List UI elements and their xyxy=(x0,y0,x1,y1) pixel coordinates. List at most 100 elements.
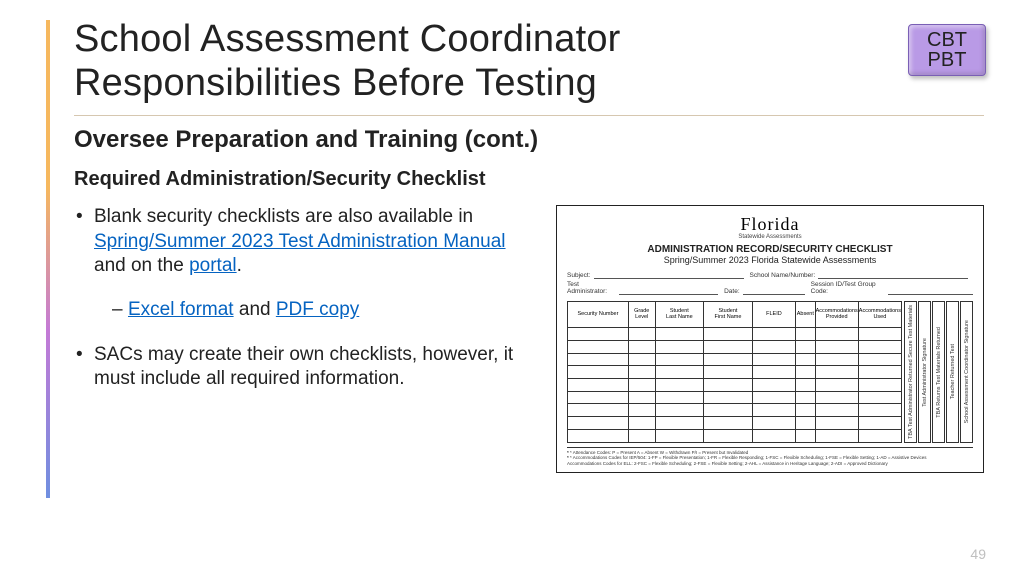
table-cell xyxy=(628,379,655,392)
table-cell xyxy=(815,341,858,354)
portal-link[interactable]: portal xyxy=(189,255,237,276)
table-cell xyxy=(568,353,629,366)
table-cell xyxy=(858,417,901,430)
meta-field: Test Administrator: xyxy=(567,281,718,295)
test-mode-badge: CBT PBT xyxy=(908,24,986,76)
table-cell xyxy=(655,429,704,442)
table-cell xyxy=(704,366,753,379)
table-header: GradeLevel xyxy=(628,302,655,328)
meta-underline xyxy=(888,287,973,295)
meta-label: Subject: xyxy=(567,272,591,279)
signature-label: TBA Test Administrator Returned Secure T… xyxy=(908,305,914,439)
table-header: AccommodationsProvided xyxy=(815,302,858,328)
table-cell xyxy=(815,417,858,430)
bullet-text: and xyxy=(234,299,276,320)
table-cell xyxy=(796,341,816,354)
meta-underline xyxy=(594,271,744,279)
table-cell xyxy=(858,328,901,341)
table-cell xyxy=(628,366,655,379)
badge-line-1: CBT xyxy=(927,30,967,50)
table-cell xyxy=(568,404,629,417)
table-cell xyxy=(796,353,816,366)
table-cell xyxy=(704,353,753,366)
meta-label: Date: xyxy=(724,288,740,295)
bullet-text: Blank security checklists are also avail… xyxy=(94,206,473,227)
bullet-list: Blank security checklists are also avail… xyxy=(74,205,534,411)
table-cell xyxy=(796,328,816,341)
table-header: FLEID xyxy=(752,302,795,328)
badge-line-2: PBT xyxy=(928,50,967,70)
sub-bullet-item: Excel format and PDF copy xyxy=(94,298,534,322)
table-cell xyxy=(704,417,753,430)
signature-label: Test Administrator Signature xyxy=(922,338,928,407)
checklist-table: Security NumberGradeLevelStudentLast Nam… xyxy=(567,301,902,442)
figure-logo-sub: Statewide Assessments xyxy=(567,234,973,240)
table-cell xyxy=(752,328,795,341)
signature-column: School Assessment Coordinator Signature xyxy=(960,301,973,442)
table-cell xyxy=(704,429,753,442)
table-cell xyxy=(704,328,753,341)
table-cell xyxy=(628,404,655,417)
table-cell xyxy=(752,341,795,354)
footnote: * * Accommodations Codes for IEP/504: 1-… xyxy=(567,455,973,461)
table-cell xyxy=(628,328,655,341)
table-cell xyxy=(628,429,655,442)
accent-bar xyxy=(46,20,50,498)
table-header: Absent xyxy=(796,302,816,328)
table-row xyxy=(568,328,902,341)
table-cell xyxy=(704,404,753,417)
meta-underline xyxy=(818,271,968,279)
table-cell xyxy=(752,417,795,430)
footnote-text: * Attendance Codes: P = Present A = Abse… xyxy=(570,450,748,455)
slide: CBT PBT School Assessment Coordinator Re… xyxy=(0,0,1024,576)
table-cell xyxy=(796,366,816,379)
table-cell xyxy=(655,328,704,341)
page-number: 49 xyxy=(970,546,986,562)
table-row xyxy=(568,341,902,354)
table-cell xyxy=(752,353,795,366)
signature-column: Teacher Returned Test xyxy=(946,301,959,442)
table-row xyxy=(568,366,902,379)
pdf-link[interactable]: PDF copy xyxy=(276,299,359,320)
table-header: AccommodationsUsed xyxy=(858,302,901,328)
table-cell xyxy=(858,391,901,404)
table-cell xyxy=(815,429,858,442)
meta-field: Subject: xyxy=(567,271,744,279)
signature-label: School Assessment Coordinator Signature xyxy=(964,320,970,423)
title-divider xyxy=(74,115,984,116)
table-cell xyxy=(815,404,858,417)
signature-label: TBA Returns Test Materials Returned xyxy=(936,327,942,418)
table-cell xyxy=(568,429,629,442)
table-cell xyxy=(796,379,816,392)
table-cell xyxy=(752,379,795,392)
table-cell xyxy=(568,328,629,341)
figure-subtitle: Spring/Summer 2023 Florida Statewide Ass… xyxy=(567,255,973,265)
bullet-text: and on the xyxy=(94,255,189,276)
section-heading: Required Administration/Security Checkli… xyxy=(60,168,984,191)
excel-link[interactable]: Excel format xyxy=(128,299,234,320)
meta-field: Session ID/Test Group Code: xyxy=(811,281,973,295)
signature-column: TBA Test Administrator Returned Secure T… xyxy=(904,301,917,442)
table-cell xyxy=(704,391,753,404)
manual-link[interactable]: Spring/Summer 2023 Test Administration M… xyxy=(94,231,506,252)
table-cell xyxy=(655,366,704,379)
figure-logo: Florida xyxy=(567,214,973,235)
table-cell xyxy=(752,366,795,379)
table-cell xyxy=(655,353,704,366)
meta-label: Session ID/Test Group Code: xyxy=(811,281,885,295)
table-row xyxy=(568,353,902,366)
table-cell xyxy=(568,366,629,379)
table-row xyxy=(568,379,902,392)
table-cell xyxy=(655,341,704,354)
signature-label: Teacher Returned Test xyxy=(950,344,956,399)
meta-underline xyxy=(619,287,718,295)
table-cell xyxy=(704,341,753,354)
table-row xyxy=(568,429,902,442)
table-cell xyxy=(858,353,901,366)
table-cell xyxy=(628,353,655,366)
figure-meta-row-1: Subject:School Name/Number: xyxy=(567,271,973,279)
footnote: Accommodations Codes for ELL: 2-FSC = Fl… xyxy=(567,461,973,467)
table-header: StudentLast Name xyxy=(655,302,704,328)
table-cell xyxy=(655,404,704,417)
table-cell xyxy=(815,391,858,404)
